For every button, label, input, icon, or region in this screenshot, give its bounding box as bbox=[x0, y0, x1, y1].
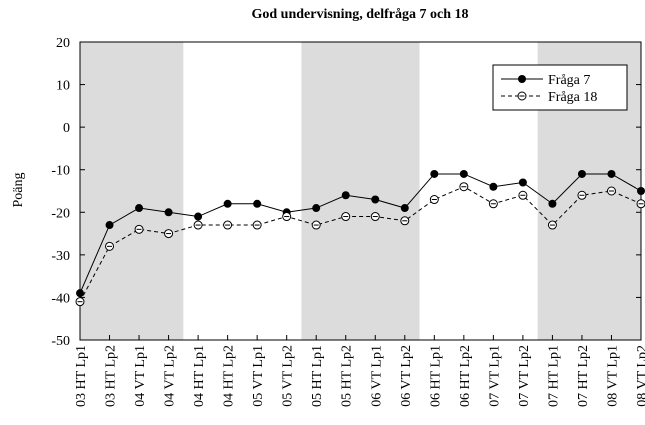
marker bbox=[253, 199, 262, 208]
x-tick-label: 05 HT Lp1 bbox=[310, 345, 325, 407]
marker bbox=[459, 169, 468, 178]
marker bbox=[547, 220, 557, 230]
series-line bbox=[79, 186, 642, 302]
legend: Fråga 7 Fråga 18 bbox=[492, 64, 628, 111]
marker bbox=[518, 75, 526, 83]
y-tick-label: -50 bbox=[51, 334, 70, 349]
marker bbox=[371, 195, 380, 204]
marker bbox=[105, 241, 115, 251]
marker bbox=[223, 220, 233, 230]
x-tick-label: 05 VT Lp1 bbox=[251, 345, 266, 407]
legend-label: Fråga 18 bbox=[548, 90, 597, 105]
y-tick-label: 20 bbox=[56, 36, 70, 51]
marker bbox=[459, 182, 469, 192]
x-tick-label: 05 VT Lp2 bbox=[281, 345, 296, 407]
x-tick-label: 08 VT Lp1 bbox=[605, 345, 620, 407]
marker bbox=[637, 187, 645, 195]
y-axis-label: Poäng bbox=[11, 173, 26, 208]
marker bbox=[370, 212, 380, 222]
x-tick-label: 06 VT Lp1 bbox=[369, 345, 384, 407]
chart-title: God undervisning, delfråga 7 och 18 bbox=[251, 7, 468, 22]
marker bbox=[429, 195, 439, 205]
marker bbox=[341, 212, 351, 222]
x-tick-label: 07 HT Lp1 bbox=[546, 345, 561, 407]
x-tick-label: 06 VT Lp2 bbox=[399, 345, 414, 407]
marker bbox=[400, 216, 410, 226]
x-tick-label: 04 HT Lp2 bbox=[222, 345, 237, 407]
marker bbox=[164, 229, 174, 239]
marker bbox=[577, 190, 587, 200]
marker bbox=[341, 191, 350, 200]
shaded-band bbox=[301, 42, 420, 340]
x-tick-label: 04 VT Lp2 bbox=[163, 345, 178, 407]
marker bbox=[134, 224, 144, 234]
x-tick-label: 08 VT Lp2 bbox=[635, 345, 645, 407]
x-tick-label: 07 HT Lp2 bbox=[576, 345, 591, 407]
y-tick-label: -40 bbox=[51, 291, 70, 306]
marker bbox=[252, 220, 262, 230]
x-tick-label: 06 HT Lp2 bbox=[458, 345, 473, 407]
marker bbox=[606, 186, 616, 196]
marker bbox=[400, 204, 409, 213]
legend-label: Fråga 7 bbox=[548, 73, 590, 88]
marker bbox=[488, 199, 498, 209]
y-tick-label: -20 bbox=[51, 206, 70, 221]
x-tick-label: 04 HT Lp1 bbox=[192, 345, 207, 407]
marker bbox=[76, 289, 84, 298]
marker bbox=[105, 221, 114, 230]
marker bbox=[577, 169, 586, 178]
marker bbox=[518, 190, 528, 200]
x-tick-label: 06 HT Lp1 bbox=[428, 345, 443, 407]
x-tick-label: 07 VT Lp2 bbox=[517, 345, 532, 407]
marker bbox=[193, 220, 203, 230]
marker bbox=[607, 169, 616, 178]
marker bbox=[489, 182, 498, 191]
legend-box bbox=[492, 64, 628, 111]
marker bbox=[164, 208, 173, 217]
y-tick-label: -30 bbox=[51, 249, 70, 264]
marker bbox=[548, 199, 557, 208]
marker bbox=[311, 220, 321, 230]
marker bbox=[430, 169, 439, 178]
marker bbox=[636, 199, 645, 209]
marker bbox=[135, 204, 144, 213]
y-tick-label: -10 bbox=[51, 164, 70, 179]
marker bbox=[282, 212, 292, 222]
marker bbox=[194, 212, 203, 221]
y-tick-label: 0 bbox=[63, 121, 70, 136]
y-tick-label: 10 bbox=[56, 79, 70, 94]
series-line bbox=[79, 173, 642, 294]
marker bbox=[75, 297, 85, 307]
shaded-band bbox=[80, 42, 184, 340]
x-tick-label: 04 VT Lp1 bbox=[133, 345, 148, 407]
marker bbox=[312, 204, 321, 213]
marker bbox=[517, 91, 527, 101]
x-tick-label: 07 VT Lp1 bbox=[487, 345, 502, 407]
x-tick-label: 03 HT Lp1 bbox=[74, 345, 89, 407]
marker bbox=[518, 178, 527, 187]
x-tick-label: 05 HT Lp2 bbox=[340, 345, 355, 407]
marker bbox=[223, 199, 232, 208]
x-tick-label: 03 HT Lp2 bbox=[104, 345, 119, 407]
